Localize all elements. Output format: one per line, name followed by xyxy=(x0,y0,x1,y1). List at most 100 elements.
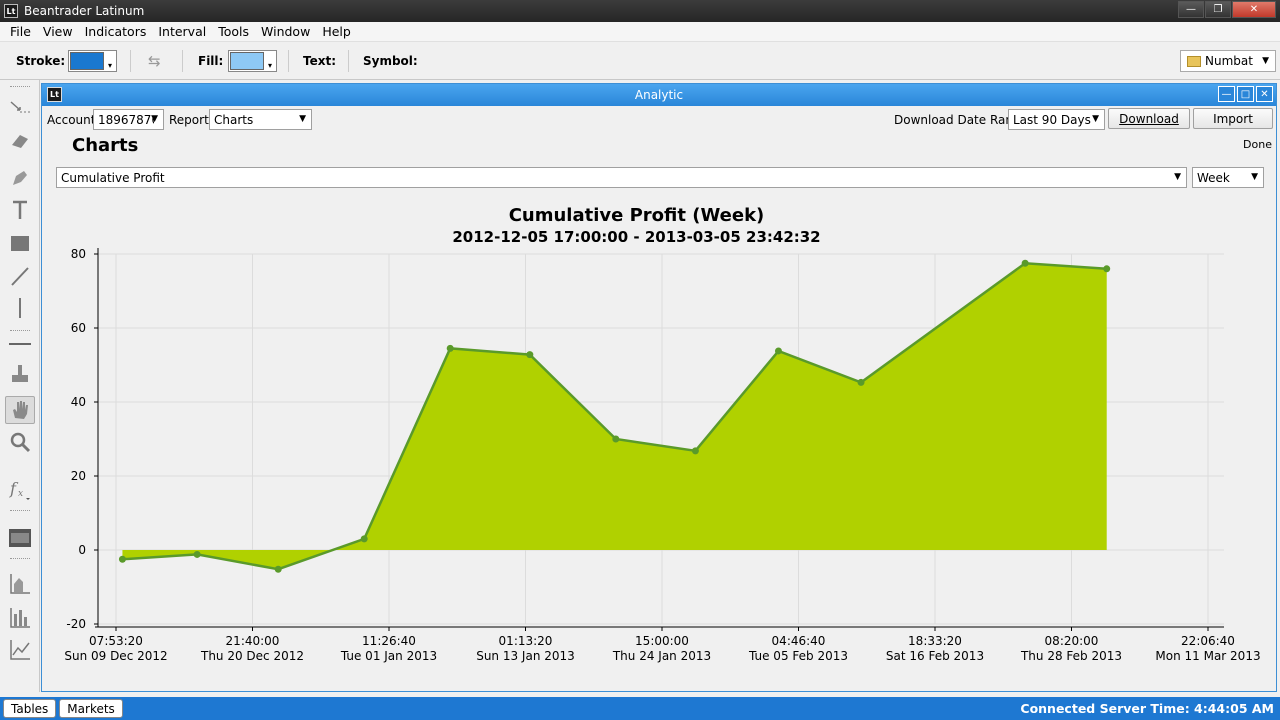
menu-window[interactable]: Window xyxy=(261,24,311,39)
tables-tab[interactable]: Tables xyxy=(3,699,57,718)
zoom-tool-icon[interactable] xyxy=(5,428,35,456)
x-tick-time-label: 04:46:40 xyxy=(772,634,826,648)
menu-indicators[interactable]: Indicators xyxy=(84,24,147,39)
y-tick-label: 0 xyxy=(78,543,86,557)
toolbar-divider xyxy=(182,50,183,72)
workspace-name: Numbat xyxy=(1205,54,1253,68)
x-tick-time-label: 11:26:40 xyxy=(362,634,416,648)
account-value: 1896787019 xyxy=(98,112,154,127)
maximize-icon[interactable]: □ xyxy=(1237,86,1254,102)
chart-subtitle: 2012-12-05 17:00:00 - 2013-03-05 23:42:3… xyxy=(452,228,821,246)
x-tick-date-label: Thu 20 Dec 2012 xyxy=(200,649,304,663)
data-point xyxy=(774,347,782,355)
horizontal-line-tool-icon[interactable] xyxy=(5,330,35,358)
chart-type-value: Cumulative Profit xyxy=(61,170,165,185)
period-select[interactable]: Week ▼ xyxy=(1192,167,1264,188)
import-button[interactable]: Import xyxy=(1193,108,1273,129)
hand-tool-icon[interactable] xyxy=(5,396,35,424)
chevron-down-icon: ▾ xyxy=(107,60,112,70)
eraser-tool-icon[interactable] xyxy=(5,126,35,154)
vertical-line-tool-icon[interactable] xyxy=(5,294,35,322)
data-point xyxy=(526,351,534,359)
palette-grip xyxy=(10,330,30,332)
toolbar-divider xyxy=(348,50,349,72)
minimize-icon[interactable]: — xyxy=(1178,1,1204,18)
panel-tool-icon[interactable] xyxy=(5,524,35,552)
menu-tools[interactable]: Tools xyxy=(218,24,250,39)
menu-interval[interactable]: Interval xyxy=(158,24,207,39)
rectangle-tool-icon[interactable] xyxy=(5,229,35,257)
data-point xyxy=(1021,259,1029,267)
close-icon[interactable]: ✕ xyxy=(1232,1,1276,18)
bar-chart-icon[interactable] xyxy=(5,604,35,632)
app-logo-icon: Lt xyxy=(4,4,18,18)
report-label: Report: xyxy=(169,113,213,127)
window-controls: — ❐ ✕ xyxy=(1177,1,1276,18)
download-range-select[interactable]: Last 90 Days ▼ xyxy=(1008,109,1105,130)
line-chart-icon[interactable] xyxy=(5,636,35,664)
svg-text:f: f xyxy=(9,479,19,498)
analytic-window-controls: — □ ✕ xyxy=(1216,86,1273,102)
account-select[interactable]: 1896787019 ▼ xyxy=(93,109,164,130)
x-tick-date-label: Sun 09 Dec 2012 xyxy=(64,649,167,663)
y-tick-label: 80 xyxy=(71,247,86,261)
minimize-icon[interactable]: — xyxy=(1218,86,1235,102)
download-range-value: Last 90 Days xyxy=(1013,112,1091,127)
menu-file[interactable]: File xyxy=(10,24,31,39)
x-tick-date-label: Sat 16 Feb 2013 xyxy=(886,649,984,663)
app-title-bar: Lt Beantrader Latinum — ❐ ✕ xyxy=(0,0,1280,22)
drawing-toolbar: Stroke: ▾ ⇆ Fill: ▾ Text: Symbol: Numbat… xyxy=(0,42,1280,80)
x-tick-time-label: 07:53:20 xyxy=(89,634,143,648)
markets-tab[interactable]: Markets xyxy=(59,699,123,718)
x-tick-time-label: 18:33:20 xyxy=(908,634,962,648)
analytic-title-bar[interactable]: Lt Analytic — □ ✕ xyxy=(42,84,1276,106)
swap-colors-icon[interactable]: ⇆ xyxy=(148,52,161,70)
maximize-icon[interactable]: ❐ xyxy=(1205,1,1231,18)
area-chart-icon[interactable] xyxy=(5,570,35,598)
chevron-down-icon: ▼ xyxy=(151,114,158,124)
analytic-window: Lt Analytic — □ ✕ Account: 1896787019 ▼ … xyxy=(41,83,1277,692)
download-button[interactable]: Download xyxy=(1108,108,1190,129)
stroke-color-button[interactable]: ▾ xyxy=(68,50,117,72)
pen-tool-icon[interactable] xyxy=(5,164,35,192)
app-title: Beantrader Latinum xyxy=(24,4,145,18)
connection-status: Connected Server Time: 4:44:05 AM xyxy=(1020,701,1274,716)
palette-grip xyxy=(10,510,30,512)
data-point xyxy=(118,555,126,563)
y-tick-label: 40 xyxy=(71,395,86,409)
menu-view[interactable]: View xyxy=(42,24,73,39)
data-point xyxy=(446,344,454,352)
report-select[interactable]: Charts ▼ xyxy=(209,109,312,130)
x-tick-date-label: Mon 11 Mar 2013 xyxy=(1155,649,1260,663)
text-tool-icon[interactable] xyxy=(5,196,35,224)
chart-title: Cumulative Profit (Week) xyxy=(508,205,765,226)
x-tick-time-label: 21:40:00 xyxy=(226,634,280,648)
fill-label: Fill: xyxy=(198,54,224,68)
menu-help[interactable]: Help xyxy=(322,24,351,39)
stroke-color-swatch xyxy=(70,52,104,70)
folder-icon xyxy=(1187,55,1201,67)
workspace-select[interactable]: Numbat ▼ xyxy=(1180,50,1276,72)
x-tick-time-label: 15:00:00 xyxy=(635,634,689,648)
fill-color-button[interactable]: ▾ xyxy=(228,50,277,72)
close-icon[interactable]: ✕ xyxy=(1256,86,1273,102)
chevron-down-icon: ▼ xyxy=(1174,172,1181,182)
download-button-label: Download xyxy=(1119,111,1179,126)
profit-area xyxy=(122,263,1107,570)
stamp-tool-icon[interactable] xyxy=(5,360,35,388)
data-point xyxy=(691,447,699,455)
chart-type-select[interactable]: Cumulative Profit ▼ xyxy=(56,167,1187,188)
symbol-label[interactable]: Symbol: xyxy=(363,54,418,68)
chevron-down-icon: ▼ xyxy=(1262,56,1269,66)
data-point xyxy=(193,550,201,558)
analytic-title: Analytic xyxy=(634,88,684,102)
data-point xyxy=(857,378,865,386)
fill-color-swatch xyxy=(230,52,264,70)
text-label[interactable]: Text: xyxy=(303,54,337,68)
line-tool-icon[interactable] xyxy=(5,262,35,290)
account-label: Account: xyxy=(47,113,100,127)
cursor-tool-icon[interactable] xyxy=(5,94,35,122)
